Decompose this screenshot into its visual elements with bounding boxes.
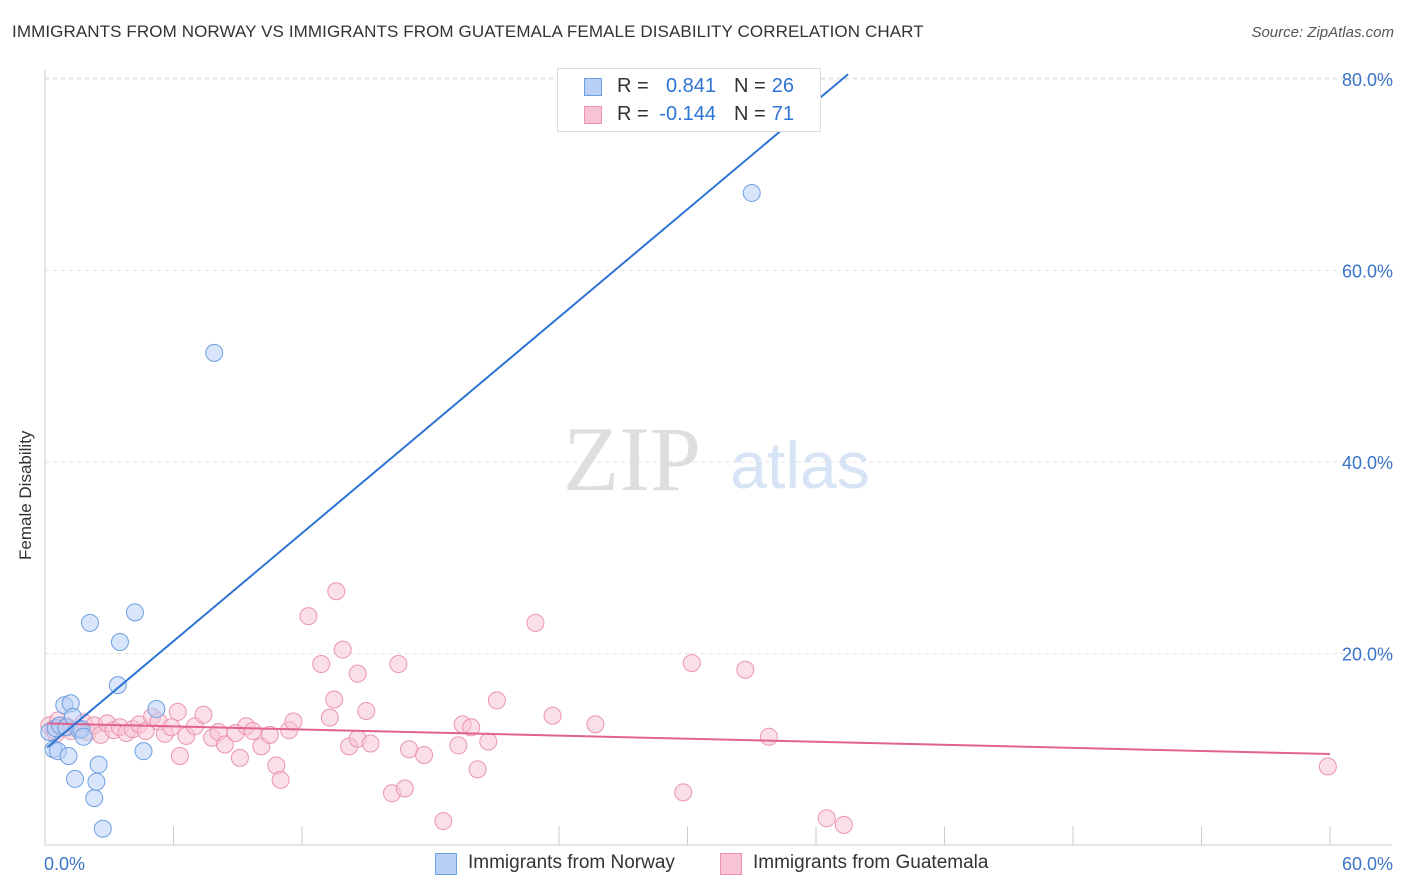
guatemala-point (674, 783, 693, 802)
norway-point (59, 746, 78, 765)
norway-point (89, 755, 108, 774)
legend-n-value: 26 (771, 75, 794, 97)
axes (44, 70, 1392, 846)
guatemala-point (312, 655, 331, 674)
legend-r-value: 0.841 (665, 75, 716, 97)
y-tick-label: 80.0% (1342, 70, 1393, 90)
tick-labels: 20.0% 40.0% 60.0% 80.0% 0.0% 60.0% (44, 70, 1393, 874)
norway-points (40, 183, 761, 838)
y-tick-label: 40.0% (1342, 453, 1393, 473)
guatemala-point (357, 701, 376, 720)
legend-n-label: N = (734, 75, 766, 97)
norway-point (65, 769, 84, 788)
y-axis-label: Female Disability (16, 430, 35, 560)
guatemala-point (434, 812, 453, 831)
legend-n-label: N = (734, 103, 766, 125)
guatemala-point (759, 727, 778, 746)
legend-r-label: R = (617, 103, 649, 125)
guatemala-point (299, 607, 318, 626)
legend-r-value: -0.144 (659, 103, 716, 125)
guatemala-point (682, 654, 701, 673)
bottom-legend-label-guatemala: Immigrants from Guatemala (753, 852, 989, 873)
guatemala-point (327, 582, 346, 601)
guatemala-point (320, 708, 339, 727)
legend-swatch-norway (584, 78, 602, 96)
gridlines (45, 77, 1392, 654)
guatemala-point (736, 660, 755, 679)
guatemala-point (230, 748, 249, 767)
guatemala-point (817, 809, 836, 828)
guatemala-point (260, 725, 279, 744)
guatemala-point (194, 705, 213, 724)
norway-point (74, 727, 93, 746)
bottom-legend-swatch-guatemala (720, 853, 742, 875)
norway-trend-line (46, 73, 849, 749)
guatemala-point (395, 779, 414, 798)
norway-point (147, 700, 166, 719)
norway-point (93, 819, 112, 838)
norway-point (87, 772, 106, 791)
guatemala-point (415, 745, 434, 764)
norway-point (80, 613, 99, 632)
guatemala-point (170, 746, 189, 765)
guatemala-point (389, 655, 408, 674)
norway-point (110, 633, 129, 652)
bottom-legend-label-norway: Immigrants from Norway (468, 852, 675, 873)
legend-r-label: R = (617, 75, 649, 97)
norway-point (205, 343, 224, 362)
guatemala-point (215, 735, 234, 754)
bottom-legend-swatch-norway (435, 853, 457, 875)
guatemala-point (1318, 757, 1337, 776)
guatemala-point (243, 722, 262, 741)
legend-swatch-guatemala (584, 106, 602, 124)
guatemala-point (333, 640, 352, 659)
norway-point (742, 183, 761, 202)
guatemala-point (449, 736, 468, 755)
norway-point (85, 789, 104, 808)
x-tick-label: 60.0% (1342, 854, 1393, 874)
trend-lines (46, 73, 1331, 756)
norway-point (125, 603, 144, 622)
chart-title: IMMIGRANTS FROM NORWAY VS IMMIGRANTS FRO… (12, 22, 924, 41)
y-tick-label: 20.0% (1342, 645, 1393, 665)
guatemala-point (271, 770, 290, 789)
guatemala-trend-line (47, 722, 1331, 756)
norway-point (134, 742, 153, 761)
guatemala-point (487, 691, 506, 710)
guatemala-point (586, 715, 605, 734)
guatemala-point (526, 613, 545, 632)
watermark: ZIP atlas (563, 408, 870, 510)
watermark-atlas: atlas (730, 428, 869, 502)
guatemala-point (468, 760, 487, 779)
legend-row-guatemala: R = -0.144 N = 71 (558, 101, 820, 129)
guatemala-point (400, 740, 419, 759)
guatemala-points (40, 582, 1337, 834)
legend-row-norway: R = 0.841 N = 26 (558, 73, 820, 101)
y-tick-label: 60.0% (1342, 262, 1393, 282)
guatemala-point (479, 732, 498, 751)
x-tick-label: 0.0% (44, 854, 85, 874)
guatemala-point (325, 690, 344, 709)
guatemala-point (834, 815, 853, 834)
watermark-zip: ZIP (563, 408, 701, 510)
norway-point (108, 676, 127, 695)
legend: R = 0.841 N = 26 R = -0.144 N = 71 (557, 68, 821, 132)
guatemala-point (462, 718, 481, 737)
guatemala-point (168, 702, 187, 721)
guatemala-point (348, 664, 367, 683)
guatemala-point (543, 706, 562, 725)
source-credit: Source: ZipAtlas.com (1251, 24, 1394, 41)
legend-n-value: 71 (771, 103, 794, 125)
guatemala-point (284, 712, 303, 731)
guatemala-point (361, 734, 380, 753)
